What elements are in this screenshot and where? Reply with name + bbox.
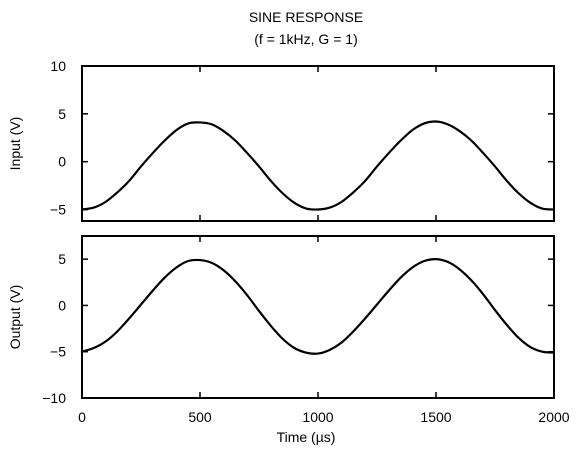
x-axis-label: Time (µs): [277, 429, 336, 445]
panel-1-y-axis-label: Input (V): [7, 117, 23, 171]
chart-title-line-2: (f = 1kHz, G = 1): [254, 31, 357, 47]
panel-2-y-tick-label: −10: [42, 390, 66, 406]
panel-1: 10 5 0 −5 Input (V): [7, 58, 556, 222]
panel-1-y-tick-label: 5: [58, 106, 66, 122]
chart-title-line-1: SINE RESPONSE: [249, 9, 363, 25]
panel-1-y-tick-label: 10: [50, 58, 66, 74]
panel-2: 5 0 −5 −10 Output (V): [7, 235, 556, 406]
x-tick-label: 2000: [538, 409, 569, 425]
panel-1-y-tick-label: −5: [50, 202, 66, 218]
x-tick-label: 500: [188, 409, 212, 425]
panel-1-frame: [81, 65, 555, 222]
x-tick-label: 1000: [302, 409, 333, 425]
panel-2-y-tick-label: 5: [58, 251, 66, 267]
panel-2-y-axis-label: Output (V): [7, 285, 23, 350]
x-tick-label: 1500: [420, 409, 451, 425]
x-axis: 0 500 1000 1500 2000: [78, 409, 570, 425]
panel-2-y-tick-label: −5: [50, 344, 66, 360]
panel-2-series-line: [80, 258, 556, 355]
x-tick-label: 0: [78, 409, 86, 425]
panels: 10 5 0 −5 Input (V) 5 0 −5 −10 Output (V): [7, 58, 556, 406]
panel-1-y-tick-label: 0: [58, 154, 66, 170]
panel-2-y-tick-label: 0: [58, 297, 66, 313]
panel-2-frame: [81, 235, 555, 399]
panel-1-series-line: [80, 120, 556, 211]
